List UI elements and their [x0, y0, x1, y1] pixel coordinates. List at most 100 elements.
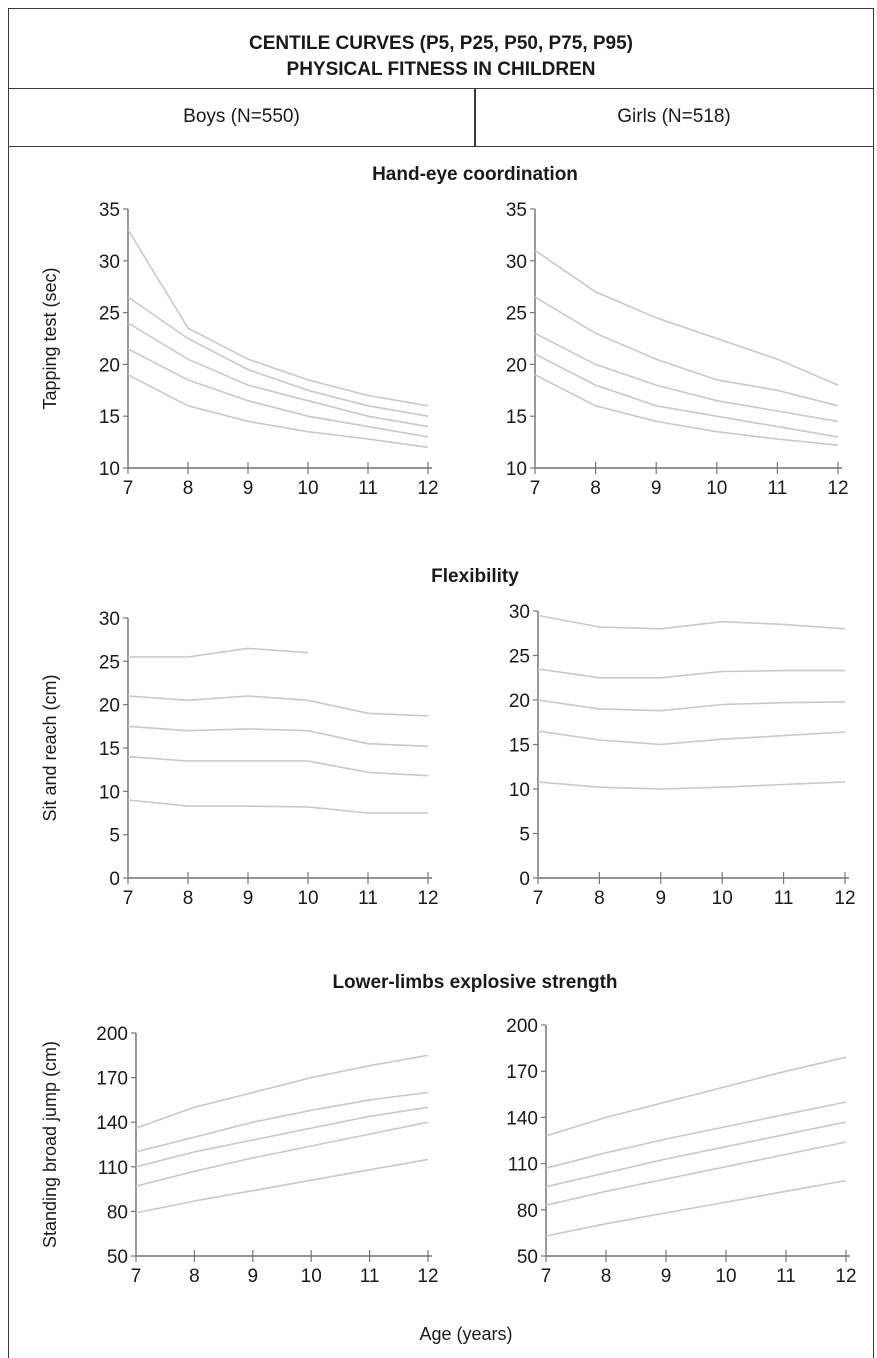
girls-column-header: Girls (N=518) — [617, 106, 731, 127]
y-tick-label: 25 — [99, 304, 120, 325]
centile-curve — [537, 668, 845, 679]
y-tick-label: 25 — [506, 304, 527, 325]
y-tick-label: 170 — [96, 1069, 128, 1090]
centile-curve — [127, 374, 429, 449]
centile-curve — [537, 730, 846, 746]
y-tick-label: 170 — [506, 1062, 538, 1083]
x-tick-label: 9 — [656, 888, 667, 909]
figure-frame: CENTILE CURVES (P5, P25, P50, P75, P95) … — [8, 8, 874, 1358]
x-tick-label: 7 — [123, 888, 134, 909]
centile-curve — [127, 229, 429, 407]
figure-header: CENTILE CURVES (P5, P25, P50, P75, P95) … — [9, 9, 873, 89]
y-tick-label: 140 — [96, 1113, 128, 1134]
centile-curve — [537, 699, 846, 712]
column-divider — [474, 89, 476, 147]
x-tick-label: 8 — [594, 888, 605, 909]
x-tick-label: 12 — [417, 888, 438, 909]
x-tick-label: 12 — [417, 1266, 438, 1287]
x-tick-label: 9 — [651, 478, 662, 499]
centile-curve — [127, 755, 429, 777]
chart-panel: Lower-limbs explosive strength 50 80 110 140… — [40, 972, 618, 1287]
x-tick-label: 11 — [358, 888, 378, 909]
x-tick-label: 7 — [541, 1266, 552, 1287]
x-tick-label: 9 — [661, 1266, 672, 1287]
y-tick-label: 20 — [99, 696, 120, 717]
centile-curve — [135, 1054, 429, 1129]
centile-curve — [127, 725, 429, 748]
y-tick-label: 25 — [99, 652, 120, 673]
y-tick-label: 30 — [509, 602, 530, 623]
y-tick-label: 110 — [98, 1158, 128, 1179]
centile-curve — [534, 374, 839, 446]
x-tick-label: 10 — [297, 478, 318, 499]
chart-panel: 50 80 110 140 170 200 7 8 9 10 11 12 Age (years) — [419, 1016, 856, 1344]
centile-curve — [545, 1121, 847, 1188]
y-tick-label: 0 — [519, 869, 530, 890]
figure-title-line1: CENTILE CURVES (P5, P25, P50, P75, P95) — [248, 33, 634, 54]
centile-curve — [135, 1106, 429, 1168]
y-axis-title: Sit and reach (cm) — [40, 674, 60, 821]
y-tick-label: 15 — [99, 407, 120, 428]
centile-curve — [534, 249, 839, 386]
centile-curve — [534, 296, 839, 407]
x-tick-label: 7 — [530, 478, 541, 499]
y-tick-label: 200 — [96, 1024, 128, 1045]
x-tick-label: 7 — [533, 888, 544, 909]
x-tick-label: 7 — [131, 1266, 142, 1287]
y-tick-label: 30 — [506, 252, 527, 273]
x-tick-label: 11 — [360, 1266, 380, 1287]
x-tick-label: 8 — [601, 1266, 612, 1287]
x-tick-label: 12 — [827, 478, 848, 499]
centile-curve — [127, 322, 429, 428]
centile-curve — [127, 296, 429, 417]
centile-curve — [537, 614, 846, 630]
centile-curve — [135, 1121, 429, 1187]
x-tick-label: 9 — [243, 478, 254, 499]
y-tick-label: 5 — [109, 826, 120, 847]
centile-curve — [534, 353, 839, 438]
centile-curve — [545, 1179, 847, 1237]
x-tick-label: 12 — [834, 888, 855, 909]
x-tick-label: 11 — [774, 888, 794, 909]
x-tick-label: 10 — [715, 1266, 736, 1287]
x-tick-label: 12 — [417, 478, 438, 499]
y-tick-label: 80 — [517, 1201, 538, 1222]
y-tick-label: 50 — [517, 1247, 538, 1268]
section-title: Hand-eye coordination — [372, 164, 578, 185]
y-tick-label: 80 — [107, 1202, 128, 1223]
chart-panel: 10 15 20 25 30 35 7 8 9 10 11 12 — [506, 200, 849, 499]
x-tick-label: 8 — [590, 478, 601, 499]
group-header-row: Boys (N=550) Girls (N=518) — [9, 89, 873, 147]
centile-curve — [545, 1101, 847, 1169]
x-tick-label: 7 — [123, 478, 134, 499]
y-tick-label: 50 — [107, 1247, 128, 1268]
x-tick-label: 8 — [189, 1266, 200, 1287]
y-tick-label: 200 — [506, 1016, 538, 1037]
y-tick-label: 10 — [506, 459, 527, 480]
centile-curve — [127, 695, 429, 717]
x-tick-label: 9 — [248, 1266, 259, 1287]
y-tick-label: 20 — [506, 355, 527, 376]
section-title: Lower-limbs explosive strength — [332, 972, 617, 993]
x-axis-title: Age (years) — [419, 1324, 512, 1344]
y-tick-label: 10 — [509, 780, 530, 801]
centile-curve — [135, 1091, 429, 1153]
x-tick-label: 10 — [297, 888, 318, 909]
figure-title-line2: PHYSICAL FITNESS IN CHILDREN — [286, 59, 596, 80]
y-tick-label: 15 — [506, 407, 527, 428]
y-tick-label: 10 — [99, 459, 120, 480]
x-tick-label: 11 — [776, 1266, 796, 1287]
section-title: Flexibility — [431, 566, 519, 587]
y-axis-title: Tapping test (sec) — [40, 267, 60, 409]
chart-panel: 0 5 10 15 20 25 30 7 8 9 10 11 12 — [509, 602, 856, 909]
y-tick-label: 25 — [509, 647, 530, 668]
y-tick-label: 30 — [99, 609, 120, 630]
centile-curve — [534, 332, 839, 423]
y-tick-label: 35 — [99, 200, 120, 221]
centile-curve — [135, 1158, 429, 1214]
centile-curve — [545, 1056, 847, 1137]
x-tick-label: 10 — [712, 888, 733, 909]
y-tick-label: 35 — [506, 200, 527, 221]
y-tick-label: 10 — [99, 782, 120, 803]
